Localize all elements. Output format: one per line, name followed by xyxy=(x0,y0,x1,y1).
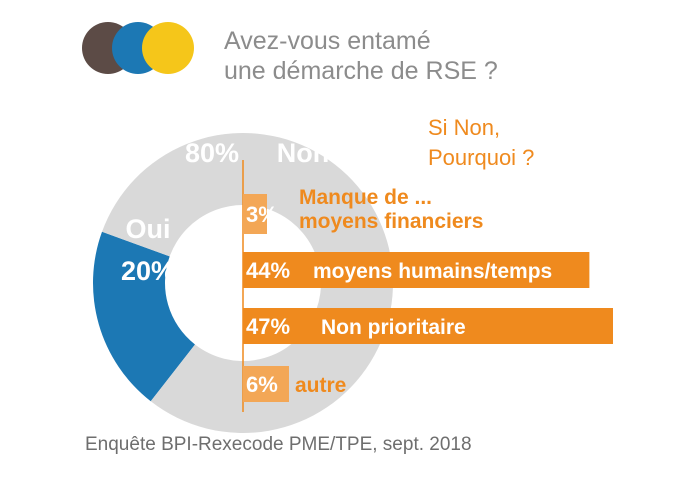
slice-label-oui: Oui xyxy=(126,214,171,244)
title-line-1: Avez-vous entamé xyxy=(224,27,431,55)
subquestion: Si Non, Pourquoi ? xyxy=(428,113,534,173)
bar-1 xyxy=(243,252,590,288)
bar-0 xyxy=(243,194,267,234)
source-note: Enquête BPI-Rexecode PME/TPE, sept. 2018 xyxy=(85,434,472,455)
chart-title: Avez-vous entamé une démarche de RSE ? xyxy=(224,26,498,86)
subquestion-line-1: Si Non, xyxy=(428,115,501,140)
slice-label-non: Non xyxy=(277,138,329,168)
bar-value-1: 44% xyxy=(246,258,290,283)
title-line-2: une démarche de RSE ? xyxy=(224,57,498,85)
bar-value-2: 47% xyxy=(246,314,290,339)
bar-3 xyxy=(243,366,289,402)
bar-label-3: autre xyxy=(295,374,346,397)
slice-value-oui: 20% xyxy=(121,256,175,286)
donut-slice-oui xyxy=(93,231,196,402)
bar-label-1: moyens humains/temps xyxy=(313,260,552,283)
slice-value-non: 80% xyxy=(185,138,239,168)
logo-dot-yellow xyxy=(142,22,194,74)
bar-label-0-line-1: moyens financiers xyxy=(299,210,483,233)
bar-value-0: 3% xyxy=(246,202,278,227)
logo xyxy=(82,22,194,74)
bar-label-0-line-0: Manque de ... xyxy=(299,186,432,209)
bar-value-3: 6% xyxy=(246,372,278,397)
donut-slice-non xyxy=(102,132,393,434)
bar-label-2: Non prioritaire xyxy=(321,316,466,339)
bar-2 xyxy=(243,308,613,344)
subquestion-line-2: Pourquoi ? xyxy=(428,145,535,170)
